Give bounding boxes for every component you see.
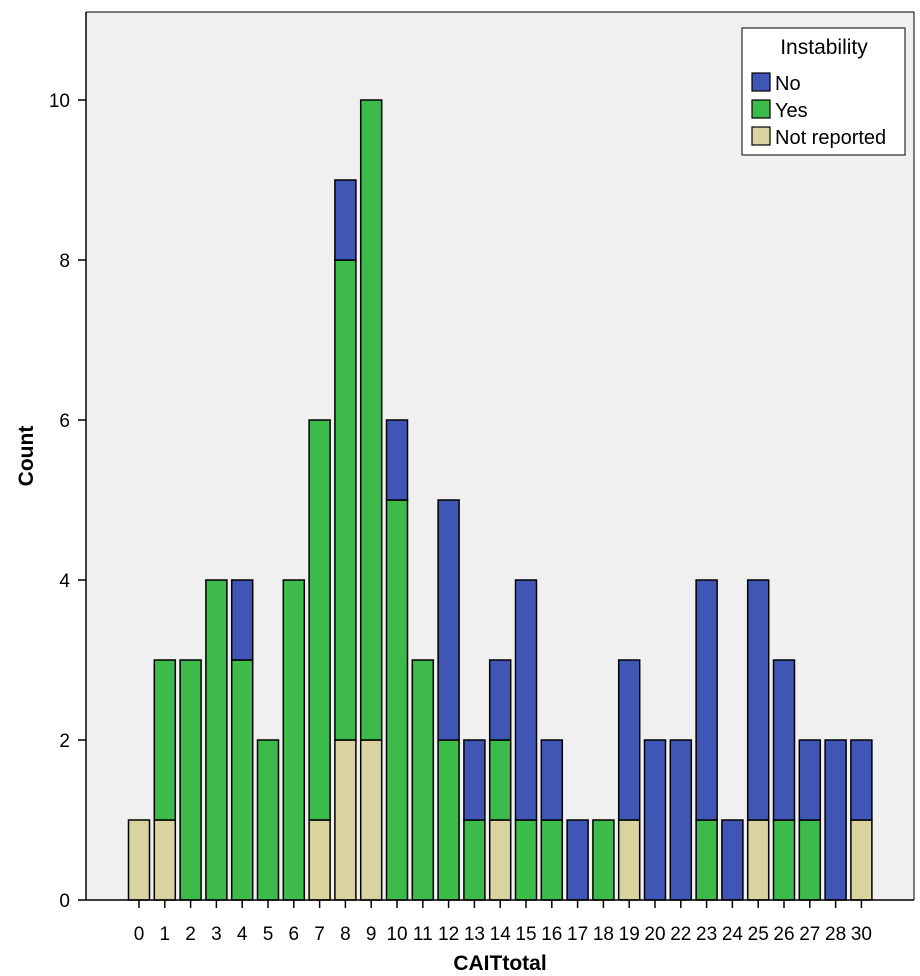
x-tick-label-15: 15 [515,924,536,945]
x-tick-label-17: 17 [567,924,588,945]
legend-title: Instability [780,36,868,59]
legend-label-no: No [775,73,801,95]
x-tick-label-14: 14 [490,924,512,945]
x-tick-label-28: 28 [825,924,846,945]
legend-swatch-no [751,72,771,92]
bar-segment-not-reported-0 [127,819,151,901]
x-tick-label-5: 5 [263,924,274,945]
x-tick-label-1: 1 [160,924,171,945]
bar-segment-not-reported-7 [308,819,331,901]
bar-segment-yes-7 [308,419,331,821]
bar-segment-no-20 [643,739,667,901]
bar-segment-yes-5 [256,739,280,901]
y-tick-label-10: 10 [49,91,70,112]
x-tick-label-0: 0 [134,924,145,945]
bar-segment-yes-14 [488,739,512,821]
legend-swatch-not-reported [751,126,771,146]
bar-segment-yes-13 [463,819,486,901]
y-tick-label-6: 6 [59,411,70,432]
x-tick-label-20: 20 [644,924,665,945]
x-tick-label-23: 23 [696,924,717,945]
bar-segment-yes-4 [230,659,254,901]
bar-segment-no-15 [514,579,538,821]
bar-segment-no-14 [488,659,512,741]
legend-label-yes: Yes [775,100,808,122]
bar-segment-no-12 [437,499,460,741]
bar-segment-yes-10 [385,499,409,901]
bar-segment-no-16 [540,739,564,821]
y-tick-label-8: 8 [59,251,70,272]
bar-segment-yes-16 [540,819,564,901]
x-tick-label-3: 3 [211,924,222,945]
bar-segment-not-reported-1 [153,819,177,901]
bar-segment-yes-8 [334,259,357,741]
bar-segment-no-28 [824,739,847,901]
y-axis-ticks: 0 2 4 6 8 10 [49,91,86,912]
bar-segment-yes-6 [282,579,306,901]
x-tick-label-25: 25 [748,924,769,945]
bar-segment-yes-9 [359,99,383,741]
x-tick-label-27: 27 [799,924,820,945]
bar-segment-yes-1 [153,659,177,821]
x-tick-label-4: 4 [237,924,248,945]
y-tick-label-4: 4 [59,571,70,592]
bar-segment-yes-18 [592,819,615,901]
x-tick-label-6: 6 [289,924,300,945]
bar-segment-no-19 [617,659,641,821]
bar-segment-yes-23 [695,819,718,901]
x-axis-ticks: 0 1 2 3 4 5 6 7 8 9 10 11 12 13 14 15 16 17 18 19 20 22 23 24 25… [134,900,872,945]
bar-segment-no-26 [772,659,796,821]
bar-segment-no-27 [798,739,822,821]
bar-segment-yes-15 [514,819,538,901]
y-tick-label-0: 0 [59,891,70,912]
x-tick-label-30: 30 [851,924,872,945]
bar-segment-not-reported-8 [334,739,357,901]
bar-segment-not-reported-30 [850,819,873,901]
bar-segment-no-22 [669,739,693,901]
y-axis-title: Count [15,426,38,487]
x-tick-label-18: 18 [593,924,614,945]
bar-segment-no-25 [746,579,770,821]
x-tick-label-11: 11 [413,924,433,945]
x-tick-label-19: 19 [619,924,640,945]
x-tick-label-12: 12 [438,924,459,945]
y-tick-label-2: 2 [59,731,70,752]
x-tick-label-10: 10 [386,924,407,945]
bar-segment-no-13 [463,739,486,821]
bars-group [127,99,873,901]
bar-segment-not-reported-14 [488,819,512,901]
bar-segment-no-4 [230,579,254,661]
bar-segment-not-reported-9 [359,739,383,901]
bar-segment-yes-3 [205,579,228,901]
bar-segment-yes-11 [411,659,435,901]
legend: Instability No Yes Not reported [741,27,906,156]
x-tick-label-9: 9 [366,924,377,945]
legend-label-not-reported: Not reported [775,127,886,149]
x-tick-label-22: 22 [670,924,691,945]
bar-segment-no-17 [566,819,589,901]
bar-segment-not-reported-25 [746,819,770,901]
bar-segment-no-24 [721,819,744,901]
x-tick-label-26: 26 [773,924,794,945]
bar-segment-no-10 [385,419,409,501]
x-tick-label-7: 7 [314,924,325,945]
legend-swatch-yes [751,99,771,119]
x-tick-label-16: 16 [541,924,562,945]
bar-segment-yes-27 [798,819,822,901]
bar-segment-no-30 [850,739,873,821]
bar-segment-yes-12 [437,739,460,901]
bar-segment-no-8 [334,179,357,261]
bar-segment-no-23 [695,579,718,821]
x-tick-label-13: 13 [464,924,485,945]
x-tick-label-2: 2 [185,924,196,945]
bar-segment-yes-26 [772,819,796,901]
bar-segment-not-reported-19 [617,819,641,901]
x-tick-label-24: 24 [722,924,744,945]
x-tick-label-8: 8 [340,924,351,945]
x-axis-title: CAITtotal [453,952,546,975]
bar-segment-yes-2 [179,659,202,901]
